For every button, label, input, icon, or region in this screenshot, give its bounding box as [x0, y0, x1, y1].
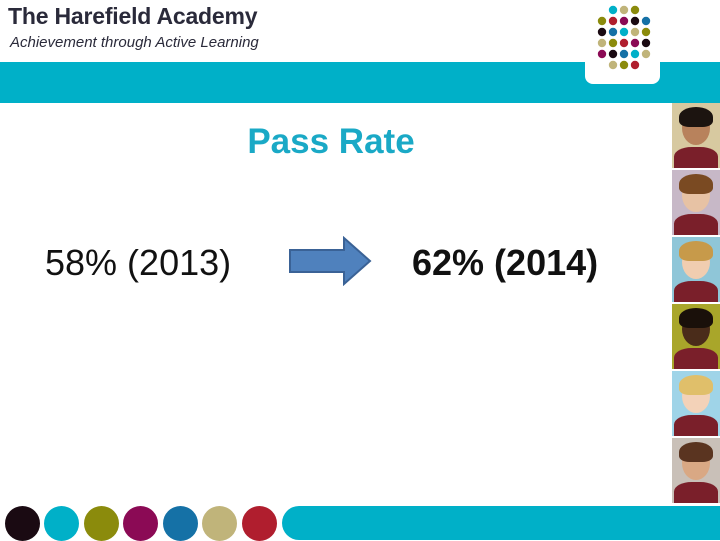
logo-dot [597, 16, 607, 26]
footer-dot [84, 506, 119, 541]
logo-dot [641, 27, 651, 37]
footer-dot [242, 506, 277, 541]
right-arrow-icon [289, 236, 372, 286]
logo-dot [630, 49, 640, 59]
logo-dot [597, 38, 607, 48]
pass-rate-2014: 62% (2014) [412, 242, 599, 283]
brand-title: The Harefield Academy [8, 3, 258, 29]
logo-dot [608, 49, 618, 59]
student-photo [672, 438, 720, 503]
logo-dot [619, 49, 629, 59]
logo-dot [619, 27, 629, 37]
slide-title: Pass Rate [247, 122, 415, 161]
footer-dot [44, 506, 79, 541]
logo-dot [630, 16, 640, 26]
footer-dot [202, 506, 237, 541]
footer-dot [163, 506, 198, 541]
footer-dot [123, 506, 158, 541]
pass-rate-2013: 58% (2013) [45, 242, 232, 283]
footer-dots [0, 503, 720, 541]
logo-dot [608, 60, 618, 70]
logo-dot [608, 38, 618, 48]
logo-dot [630, 27, 640, 37]
logo-dot [630, 60, 640, 70]
logo-dot [597, 49, 607, 59]
logo-dot [630, 5, 640, 15]
student-photo [672, 237, 720, 302]
dot-grid-logo-icon [585, 0, 660, 84]
student-photo-strip [672, 103, 720, 507]
logo-dot [619, 38, 629, 48]
student-photo [672, 170, 720, 235]
logo-dot [619, 60, 629, 70]
footer-dot [5, 506, 40, 541]
student-photo [672, 304, 720, 369]
logo-dot [641, 16, 651, 26]
student-photo [672, 103, 720, 168]
footer-teal-bar [282, 506, 720, 540]
logo-dot [608, 5, 618, 15]
logo-dot [597, 27, 607, 37]
logo-dot [630, 38, 640, 48]
logo-dot [608, 16, 618, 26]
logo-dot [641, 49, 651, 59]
logo-dot [641, 38, 651, 48]
logo-dot [608, 27, 618, 37]
logo-dot [619, 5, 629, 15]
logo-dot [619, 16, 629, 26]
brand-tagline: Achievement through Active Learning [10, 34, 259, 51]
student-photo [672, 371, 720, 436]
